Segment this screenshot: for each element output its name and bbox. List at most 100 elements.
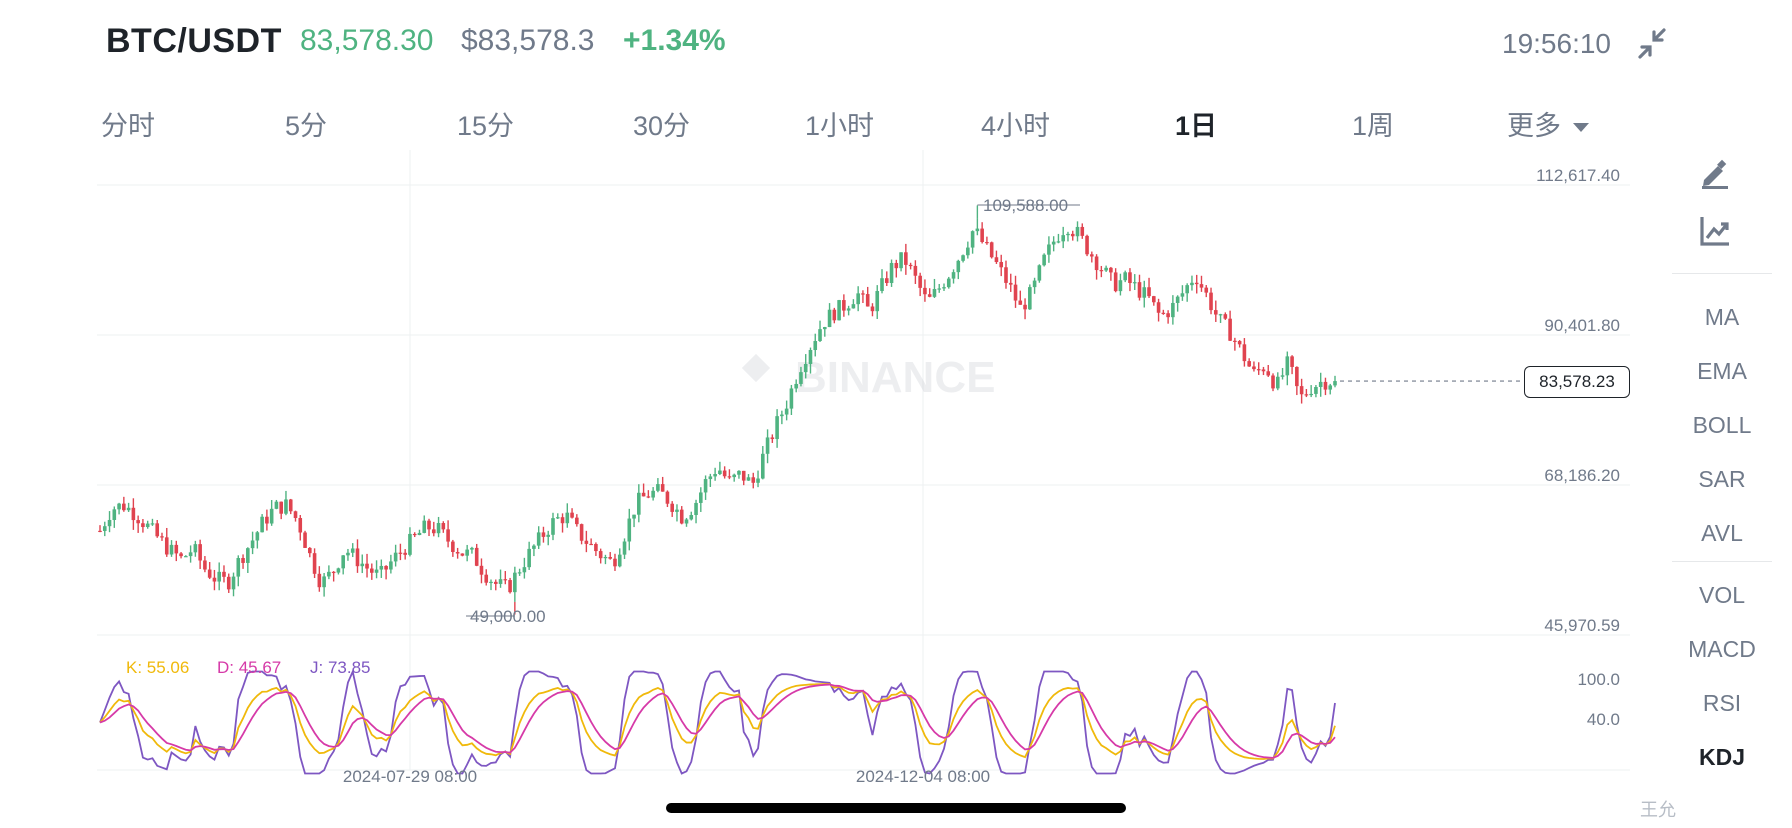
candle-body — [164, 537, 169, 555]
candle-body — [393, 552, 398, 562]
candle-body — [160, 536, 164, 538]
candle-body — [431, 529, 436, 534]
candle-body — [737, 470, 741, 475]
candle-body — [884, 278, 889, 284]
candle-body — [551, 518, 555, 535]
candle-body — [613, 558, 617, 567]
candle-body — [980, 228, 984, 243]
indicator-kdj[interactable]: KDJ — [1698, 744, 1745, 770]
price-axis-label: 90,401.80 — [1544, 316, 1620, 335]
candle-body — [1314, 386, 1318, 394]
candle-body — [970, 231, 975, 248]
candle-body — [474, 547, 479, 566]
tab-time-sharing[interactable]: 分时 — [101, 111, 155, 141]
candle-body — [341, 555, 345, 569]
candle-body — [379, 565, 384, 570]
candle-body — [956, 260, 961, 273]
candle-body — [136, 520, 140, 524]
candle-body — [1032, 280, 1037, 288]
candle-body — [145, 523, 150, 528]
candle-body — [699, 492, 703, 503]
candle-body — [1080, 226, 1085, 236]
candle-body — [718, 470, 722, 475]
candle-body — [1247, 361, 1251, 367]
candle-body — [1204, 287, 1209, 293]
indicator-macd[interactable]: MACD — [1688, 636, 1756, 662]
candle-body — [894, 262, 899, 269]
candle-body — [374, 569, 379, 573]
indicator-rsi[interactable]: RSI — [1702, 690, 1742, 716]
candle-body — [1056, 241, 1061, 243]
tab-5m[interactable]: 5分 — [285, 111, 328, 141]
tab-1h[interactable]: 1小时 — [805, 111, 875, 141]
panel-divider — [1672, 273, 1772, 274]
candle-body — [1109, 267, 1113, 273]
candle-body — [1285, 356, 1290, 376]
home-indicator[interactable] — [666, 803, 1126, 813]
candle-body — [384, 565, 388, 570]
candle-body — [107, 519, 112, 527]
candle-body — [1275, 376, 1280, 389]
candle-body — [536, 532, 541, 546]
indicator-boll[interactable]: BOLL — [1692, 412, 1752, 438]
tab-15m[interactable]: 15分 — [457, 111, 515, 141]
binance-watermark: BINANCE — [741, 353, 995, 402]
kdj-d-value: D: 45.67 — [217, 658, 282, 677]
draw-pen-icon[interactable] — [1698, 156, 1732, 190]
candle-body — [1085, 235, 1089, 255]
tab-1d[interactable]: 1日 — [1175, 111, 1218, 141]
candle-body — [155, 523, 160, 537]
candle-body — [584, 540, 589, 544]
kdj-axis-label: 40.0 — [1587, 710, 1620, 729]
candle-body — [169, 544, 174, 555]
candle-body — [451, 541, 455, 552]
candle-body — [260, 516, 264, 533]
trading-pair[interactable]: BTC/USDT — [106, 22, 282, 60]
candle-body — [1261, 369, 1266, 372]
tab-30m[interactable]: 30分 — [633, 111, 691, 141]
indicator-sar[interactable]: SAR — [1698, 466, 1746, 492]
candle-body — [989, 242, 994, 258]
indicator-ema[interactable]: EMA — [1697, 358, 1747, 384]
candle-body — [1137, 282, 1142, 298]
candle-body — [1156, 302, 1161, 313]
indicator-avl[interactable]: AVL — [1701, 520, 1743, 546]
candle-body — [546, 534, 551, 537]
candle-body — [470, 547, 474, 550]
kdj-k-value: K: 55.06 — [126, 658, 190, 677]
candle-body — [1166, 313, 1170, 318]
candle-body — [1295, 366, 1299, 387]
candle-body — [1318, 381, 1323, 387]
candle-body — [913, 265, 918, 276]
kdj-d-line — [99, 683, 1336, 759]
indicator-ma[interactable]: MA — [1704, 304, 1740, 330]
candle-body — [1266, 371, 1271, 376]
indicator-vol[interactable]: VOL — [1698, 582, 1746, 608]
candle-body — [327, 571, 331, 577]
candle-body — [1018, 300, 1023, 305]
candle-body — [246, 548, 250, 563]
candle-body — [1280, 375, 1285, 377]
candle-body — [179, 553, 183, 557]
candle-body — [465, 549, 469, 556]
candle-body — [784, 408, 789, 415]
candle-body — [1061, 235, 1066, 242]
candle-body — [679, 509, 684, 524]
candle-body — [846, 308, 851, 311]
collapse-fullscreen-icon[interactable] — [1634, 26, 1670, 62]
candle-body — [184, 556, 188, 558]
candle-body — [713, 474, 717, 477]
candle-body — [818, 329, 822, 342]
indicator-chart-icon[interactable] — [1698, 214, 1732, 248]
candle-body — [1013, 284, 1018, 301]
candle-body — [217, 571, 222, 582]
tab-more[interactable]: 更多 — [1507, 104, 1589, 143]
tab-1w[interactable]: 1周 — [1352, 111, 1395, 141]
candle-body — [417, 532, 422, 536]
candle-body — [570, 512, 574, 518]
tab-4h[interactable]: 4小时 — [981, 111, 1051, 141]
candle-body — [889, 262, 894, 284]
candle-body — [622, 541, 627, 555]
candle-body — [1132, 282, 1137, 284]
